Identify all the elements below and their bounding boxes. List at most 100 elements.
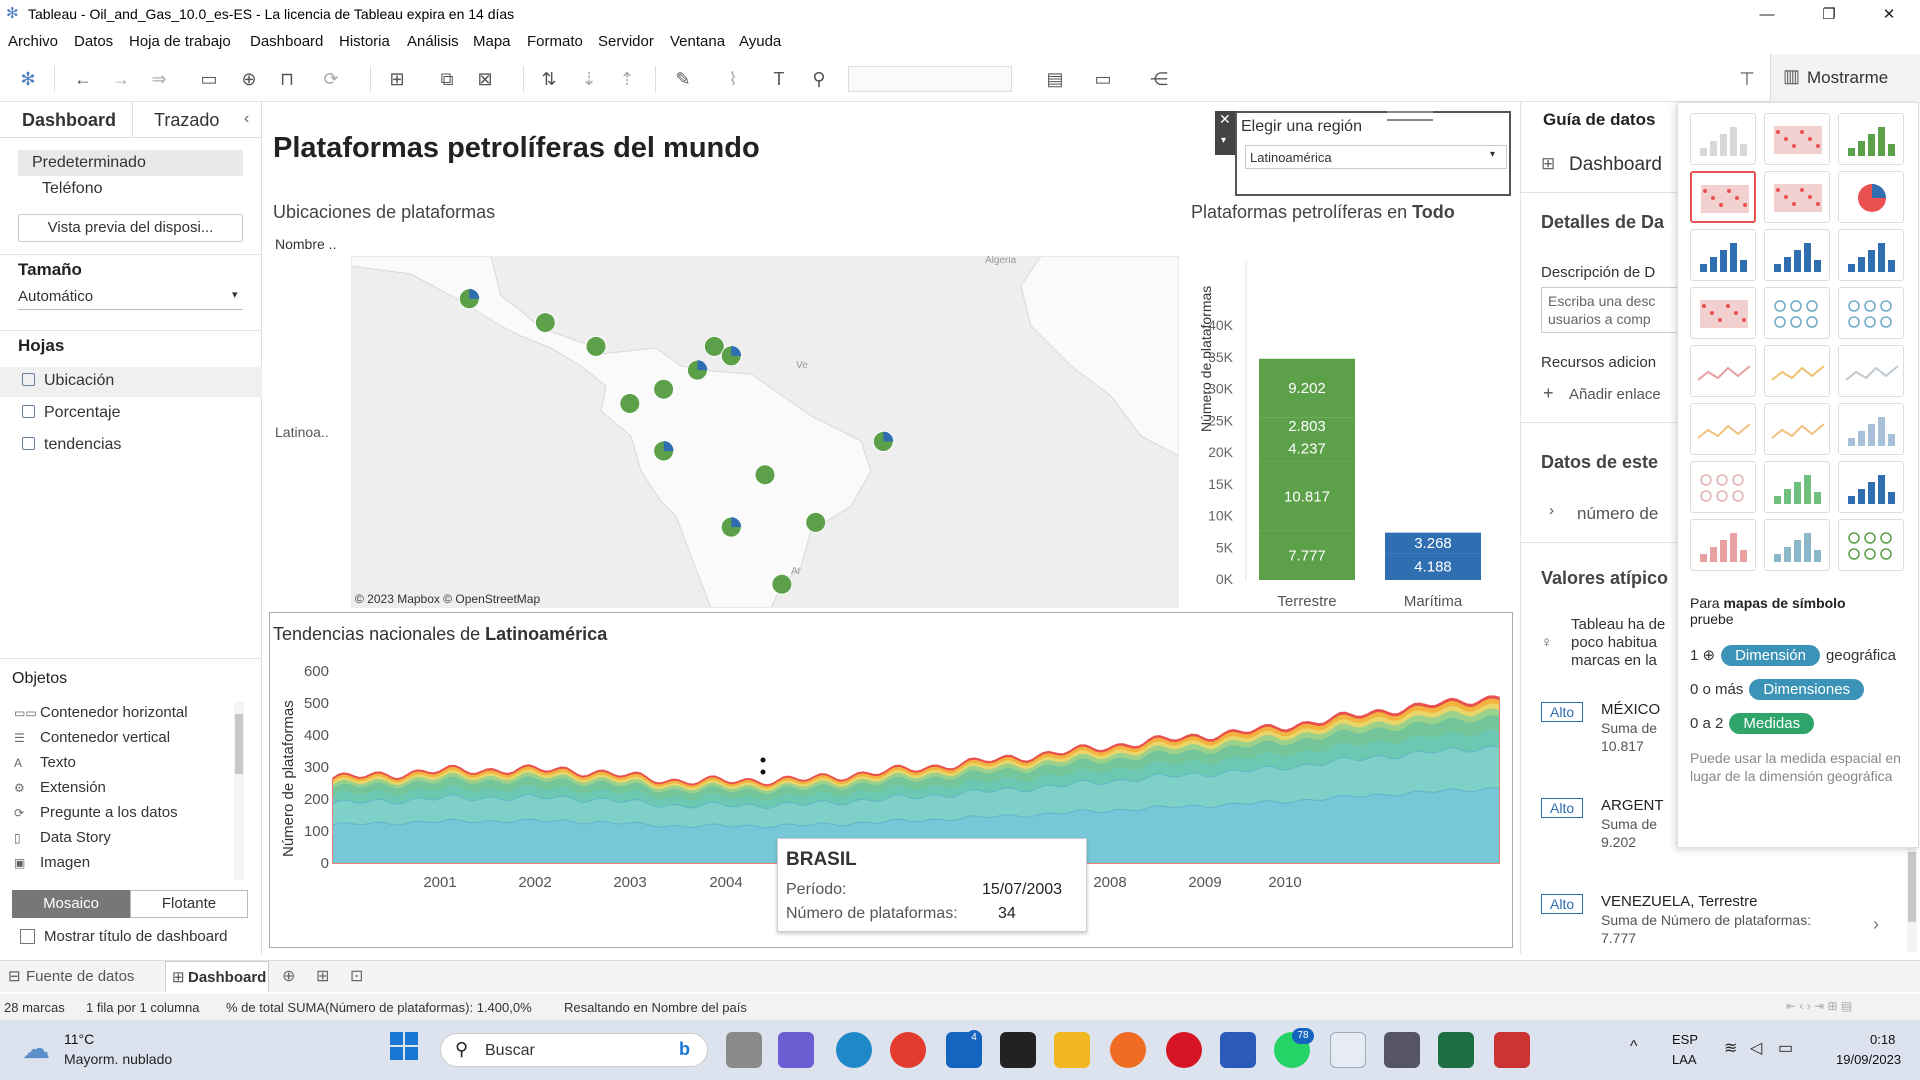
labels-icon[interactable]: T [773, 69, 785, 89]
map-point[interactable] [653, 378, 675, 400]
region-dropdown[interactable]: Latinoamérica ▾ [1245, 145, 1507, 169]
map-point[interactable] [653, 440, 675, 462]
show-cards-icon[interactable]: ▤ [1046, 69, 1064, 89]
area-continuous-chart-icon[interactable] [1690, 403, 1756, 455]
tab-dashboard-active[interactable]: ⊞ Dashboard [165, 961, 269, 992]
dual-combo-chart-icon[interactable] [1838, 403, 1904, 455]
table-chart-icon[interactable] [1690, 113, 1756, 165]
map-point[interactable] [458, 288, 480, 310]
menu-historia[interactable]: Historia [339, 33, 390, 50]
scatter-chart-icon[interactable] [1690, 461, 1756, 513]
tab-dashboard[interactable]: Dashboard [22, 110, 117, 130]
clock-date[interactable]: 19/09/2023 [1836, 1052, 1902, 1067]
map-point[interactable] [619, 392, 641, 414]
menu-formato[interactable]: Formato [527, 33, 583, 50]
area-discrete-chart-icon[interactable] [1764, 403, 1830, 455]
close-icon[interactable]: ✕ [1219, 111, 1231, 127]
battery-icon[interactable]: ▭ [1778, 1040, 1794, 1057]
object-item[interactable]: ▭▭ Contenedor horizontal [14, 704, 188, 721]
side-bar-chart-icon[interactable] [1838, 229, 1904, 281]
clock-time[interactable]: 0:18 [1870, 1032, 1896, 1047]
stacked-bar-chart-icon[interactable] [1764, 229, 1830, 281]
new-worksheet-icon[interactable]: ⊞ [389, 69, 405, 89]
tab-data-source[interactable]: Fuente de datos [26, 968, 135, 985]
object-item[interactable]: ☰ Contenedor vertical [14, 729, 170, 746]
packed-bubbles-chart-icon[interactable] [1838, 519, 1904, 571]
line-discrete-chart-icon[interactable] [1764, 345, 1830, 397]
refresh-icon[interactable]: ⟳ [323, 69, 339, 89]
chevron-right-icon[interactable]: › [1873, 914, 1879, 934]
menu-dashboard[interactable]: Dashboard [250, 33, 324, 50]
right-scrollbar[interactable] [1907, 842, 1917, 952]
menu-servidor[interactable]: Servidor [598, 33, 654, 50]
highlight-icon[interactable]: ✎ [675, 69, 691, 89]
outlier-name[interactable]: ARGENT [1601, 797, 1664, 814]
map-point[interactable] [872, 431, 894, 453]
map-point[interactable] [754, 464, 776, 486]
map-point[interactable] [771, 573, 793, 595]
map-point[interactable] [534, 312, 556, 334]
sort-desc-icon[interactable]: ⇡ [619, 69, 635, 89]
edge-icon[interactable] [836, 1032, 872, 1068]
map-point[interactable] [805, 511, 827, 533]
notion-icon[interactable] [1000, 1032, 1036, 1068]
chevron-down-icon[interactable]: ▾ [1221, 135, 1227, 146]
wifi-icon[interactable]: ≋ [1724, 1040, 1738, 1057]
file-explorer-icon[interactable] [1054, 1032, 1090, 1068]
presentation-icon[interactable]: ▭ [1094, 69, 1112, 89]
menu-archivo[interactable]: Archivo [8, 33, 59, 50]
lang-2[interactable]: LAA [1672, 1052, 1697, 1067]
bar-segment[interactable] [1259, 530, 1355, 580]
pin-icon[interactable]: ⚲ [812, 69, 826, 89]
menu-analisis[interactable]: Análisis [407, 33, 459, 50]
bar-segment[interactable] [1385, 532, 1481, 554]
speaker-icon[interactable]: ◁ [1750, 1040, 1763, 1057]
rig-location-map[interactable]: Algeria Ve Ar [351, 256, 1179, 608]
sheet-porcentaje[interactable]: Porcentaje [22, 404, 121, 422]
chrome-icon[interactable] [890, 1032, 926, 1068]
tiled-button[interactable]: Mosaico [12, 890, 130, 918]
device-default-row[interactable] [18, 150, 243, 176]
redo-icon[interactable]: → [112, 69, 130, 89]
chevron-right-icon[interactable]: › [1549, 502, 1554, 519]
box-whisker-chart-icon[interactable] [1838, 461, 1904, 513]
duplicate-sheet-icon[interactable]: ⧉ [440, 69, 454, 89]
symbol-map-chart-icon[interactable] [1690, 171, 1756, 223]
objects-scrollbar[interactable] [234, 702, 244, 880]
line-continuous-chart-icon[interactable] [1690, 345, 1756, 397]
map-point[interactable] [585, 335, 607, 357]
show-me-button[interactable]: ▥ Mostrarme [1770, 54, 1920, 102]
hbar-chart-icon[interactable] [1690, 229, 1756, 281]
highlight-table-chart-icon[interactable] [1838, 113, 1904, 165]
undo-icon[interactable]: ← [74, 69, 92, 89]
device-preview-button[interactable]: Vista previa del disposi... [18, 214, 243, 242]
minimize-button[interactable]: — [1759, 6, 1775, 23]
swap-icon[interactable]: ⇅ [541, 69, 557, 89]
menu-ventana[interactable]: Ventana [670, 33, 726, 50]
chevron-down-icon[interactable]: ▾ [232, 289, 238, 301]
tab-layout[interactable]: Trazado [154, 110, 220, 130]
lang-1[interactable]: ESP [1672, 1032, 1699, 1047]
outlier-name[interactable]: VENEZUELA, Terrestre [1601, 893, 1758, 910]
pager-icons[interactable]: ⇤ ‹ › ⇥ ⊞ ▤ [1786, 999, 1853, 1013]
share-icon[interactable]: ⋲ [1150, 69, 1168, 89]
pie-chart-icon[interactable] [1838, 171, 1904, 223]
menu-hoja-de-trabajo[interactable]: Hoja de trabajo [129, 33, 231, 50]
map-point[interactable] [703, 335, 725, 357]
floating-button[interactable]: Flotante [130, 890, 248, 918]
bar-segment[interactable] [1259, 358, 1355, 418]
circle-view-chart-icon[interactable] [1764, 287, 1830, 339]
treemap-chart-icon[interactable] [1690, 287, 1756, 339]
firefox-icon[interactable] [1110, 1032, 1146, 1068]
new-story-tab-icon[interactable]: ⊡ [350, 968, 364, 985]
settings-icon[interactable] [1384, 1032, 1420, 1068]
new-dashboard-tab-icon[interactable]: ⊞ [316, 968, 330, 985]
format-painter-icon[interactable]: ⊤ [1739, 69, 1755, 89]
sheet-tendencias[interactable]: tendencias [22, 436, 121, 454]
outlier-name[interactable]: MÉXICO [1601, 701, 1661, 718]
excel-icon[interactable] [1438, 1032, 1474, 1068]
object-item[interactable]: ⟳ Pregunte a los datos [14, 804, 178, 821]
sheet-row-selected[interactable] [0, 367, 262, 397]
sheet-ubicacion[interactable]: Ubicación [22, 372, 114, 390]
side-circle-chart-icon[interactable] [1838, 287, 1904, 339]
